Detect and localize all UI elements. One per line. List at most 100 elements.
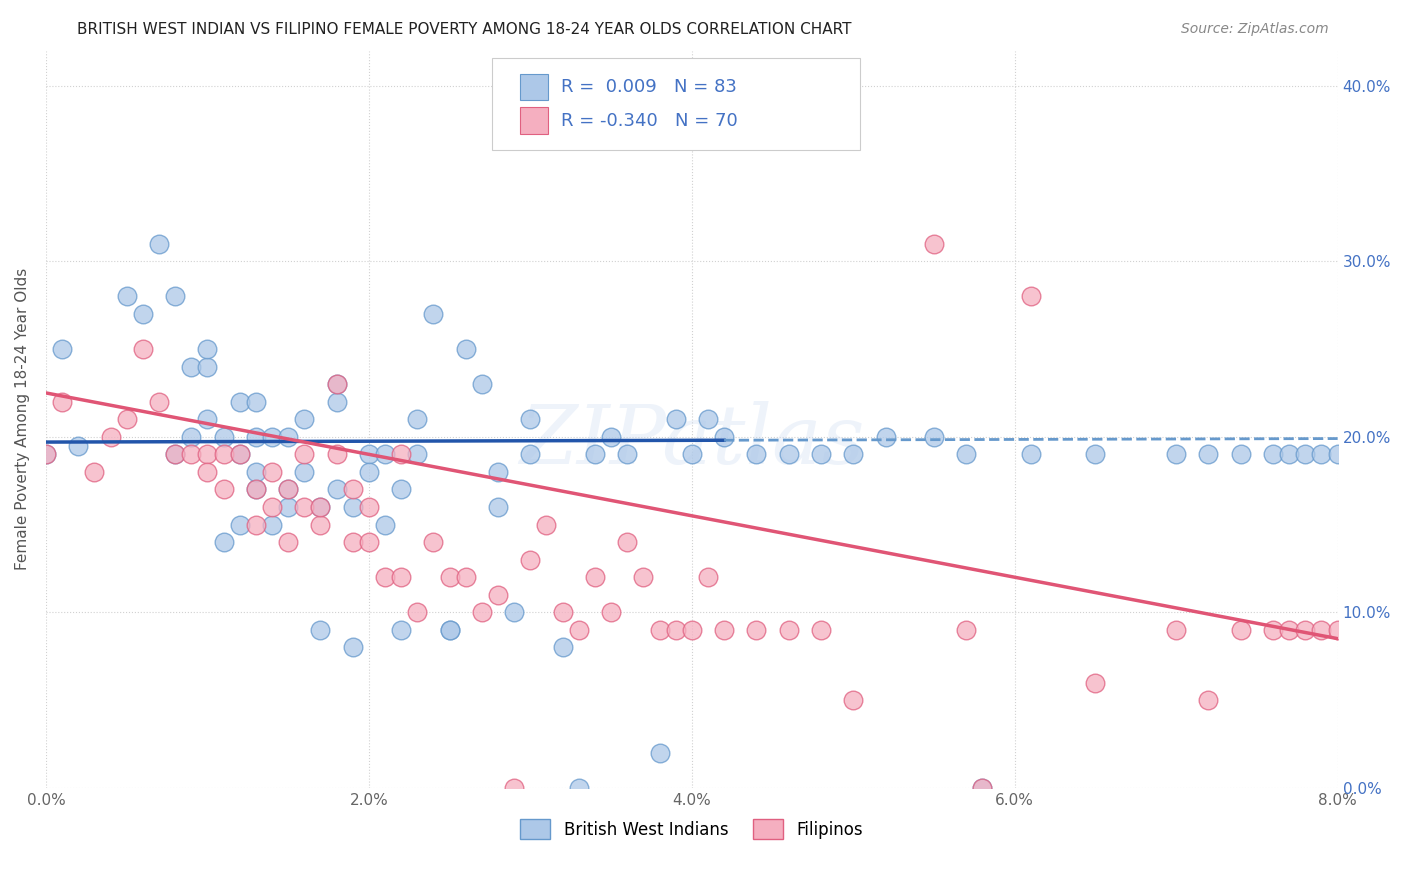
Point xyxy=(374,517,396,532)
Point xyxy=(35,447,58,461)
Point xyxy=(245,465,267,479)
Point xyxy=(583,570,606,584)
Point xyxy=(1261,623,1284,637)
Point xyxy=(955,623,977,637)
Point xyxy=(665,412,688,426)
Point xyxy=(228,517,250,532)
Text: Source: ZipAtlas.com: Source: ZipAtlas.com xyxy=(1181,22,1329,37)
Point xyxy=(616,447,638,461)
Point xyxy=(67,439,90,453)
Point xyxy=(83,465,105,479)
Point xyxy=(648,746,671,760)
Point xyxy=(1084,675,1107,690)
Point xyxy=(165,447,187,461)
Point xyxy=(454,570,477,584)
Point xyxy=(197,447,219,461)
Point xyxy=(325,377,347,392)
Point xyxy=(197,342,219,356)
Point xyxy=(503,780,526,795)
Point xyxy=(633,570,655,584)
Point xyxy=(972,780,994,795)
Point xyxy=(277,430,299,444)
Point xyxy=(325,483,347,497)
Point xyxy=(972,780,994,795)
Point xyxy=(1084,447,1107,461)
Point xyxy=(309,623,332,637)
Point xyxy=(165,289,187,303)
Point xyxy=(357,500,380,514)
Point xyxy=(260,500,283,514)
Point xyxy=(148,236,170,251)
Point xyxy=(260,430,283,444)
Point xyxy=(1229,447,1251,461)
Point xyxy=(616,535,638,549)
Point xyxy=(357,535,380,549)
Point xyxy=(35,447,58,461)
Point xyxy=(551,605,574,619)
FancyBboxPatch shape xyxy=(520,107,548,134)
Point xyxy=(342,483,364,497)
Point xyxy=(955,447,977,461)
Point xyxy=(486,500,509,514)
Point xyxy=(374,447,396,461)
Point xyxy=(568,780,591,795)
Point xyxy=(681,623,703,637)
Point xyxy=(1326,447,1348,461)
Point xyxy=(342,500,364,514)
Point xyxy=(568,623,591,637)
Point xyxy=(389,623,412,637)
Point xyxy=(713,430,735,444)
Point xyxy=(697,570,720,584)
Point xyxy=(357,447,380,461)
Point xyxy=(357,465,380,479)
Point xyxy=(1278,623,1301,637)
Point xyxy=(536,517,558,532)
Text: BRITISH WEST INDIAN VS FILIPINO FEMALE POVERTY AMONG 18-24 YEAR OLDS CORRELATION: BRITISH WEST INDIAN VS FILIPINO FEMALE P… xyxy=(77,22,852,37)
Point xyxy=(1166,447,1188,461)
Point xyxy=(503,605,526,619)
Point xyxy=(713,623,735,637)
Point xyxy=(389,447,412,461)
Point xyxy=(260,517,283,532)
Point xyxy=(100,430,122,444)
Point xyxy=(745,623,768,637)
Point xyxy=(309,517,332,532)
Point xyxy=(148,394,170,409)
Point xyxy=(1278,447,1301,461)
Point xyxy=(292,447,315,461)
Point xyxy=(922,236,945,251)
Point xyxy=(197,412,219,426)
Point xyxy=(228,447,250,461)
FancyBboxPatch shape xyxy=(520,73,548,100)
Point xyxy=(245,483,267,497)
Point xyxy=(292,412,315,426)
Point xyxy=(471,377,494,392)
Point xyxy=(245,430,267,444)
Point xyxy=(1261,447,1284,461)
Point xyxy=(439,623,461,637)
Point xyxy=(1294,447,1316,461)
Point xyxy=(519,412,541,426)
Point xyxy=(292,500,315,514)
Point xyxy=(212,483,235,497)
Point xyxy=(842,693,865,707)
Point xyxy=(842,447,865,461)
Point xyxy=(325,377,347,392)
Point xyxy=(471,605,494,619)
Point xyxy=(519,447,541,461)
Point xyxy=(1229,623,1251,637)
Point xyxy=(600,430,623,444)
Point xyxy=(51,394,73,409)
Point xyxy=(132,342,155,356)
Point xyxy=(228,394,250,409)
Point xyxy=(600,605,623,619)
Point xyxy=(180,430,202,444)
Point xyxy=(245,394,267,409)
Point xyxy=(342,535,364,549)
Point xyxy=(197,359,219,374)
Point xyxy=(1019,447,1042,461)
Point xyxy=(1294,623,1316,637)
Point xyxy=(810,447,832,461)
Point xyxy=(778,447,800,461)
Point xyxy=(277,500,299,514)
